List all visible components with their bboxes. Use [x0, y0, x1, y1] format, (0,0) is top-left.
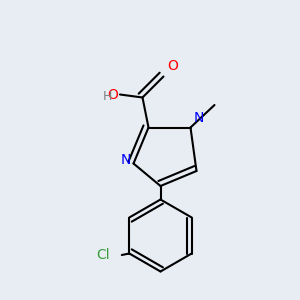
- Text: N: N: [120, 154, 130, 167]
- Text: Cl: Cl: [96, 248, 110, 262]
- Text: O: O: [167, 59, 178, 73]
- Text: H: H: [103, 89, 112, 103]
- Text: N: N: [194, 110, 204, 124]
- Text: O: O: [108, 88, 118, 101]
